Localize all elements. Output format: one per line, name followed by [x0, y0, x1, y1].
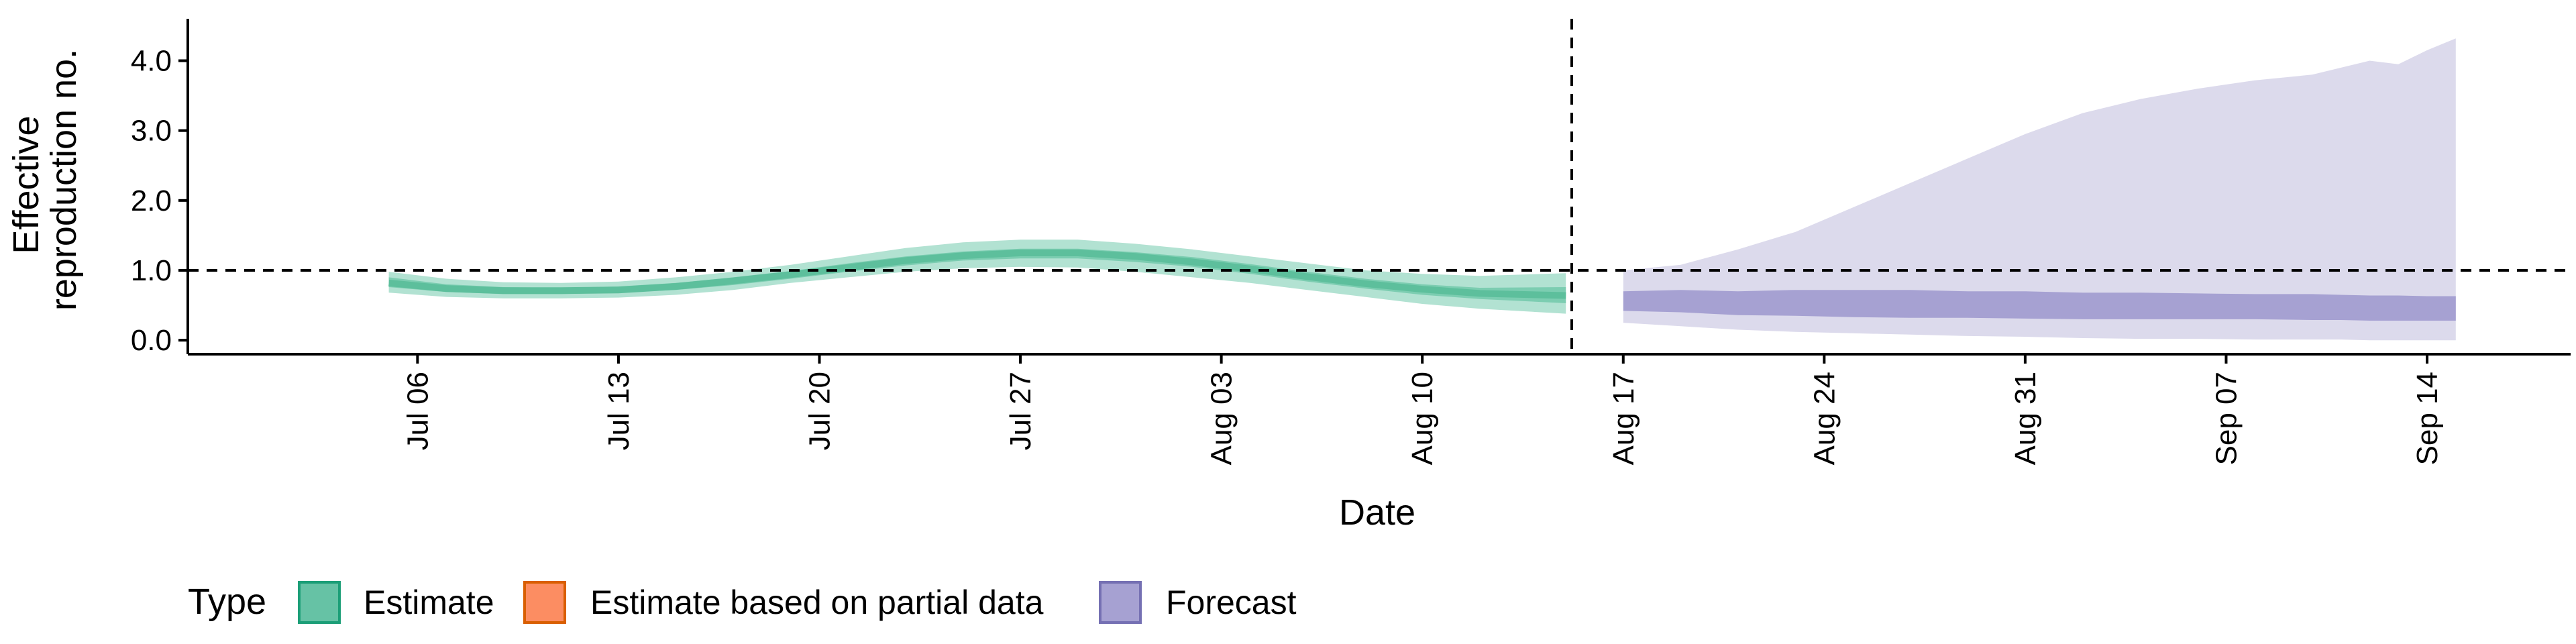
x-tick-label: Jul 27: [1004, 372, 1037, 450]
x-tick-label: Aug 24: [1808, 372, 1841, 465]
x-tick-label: Aug 10: [1406, 372, 1439, 465]
x-tick-label: Jul 13: [602, 372, 635, 450]
y-axis-title: Effective reproduction no.: [6, 49, 84, 311]
x-tick-label: Jul 20: [804, 372, 837, 450]
y-axis-title-line-1: Effective: [6, 115, 46, 254]
x-axis-title: Date: [1339, 492, 1415, 533]
axes: 0.0 1.0 2.0 3.0 4.0 Jul 06 Jul 13 Jul 20 Jul 27 A…: [131, 19, 2571, 465]
y-tick-label: 1.0: [131, 254, 172, 287]
legend-label-forecast: Forecast: [1166, 584, 1297, 621]
x-tick-label: Jul 06: [401, 372, 434, 450]
legend: Type Estimate Estimate based on partial …: [188, 581, 1297, 624]
legend-label-partial: Estimate based on partial data: [590, 584, 1044, 621]
x-tick-label: Aug 17: [1607, 372, 1640, 465]
legend-swatch-partial: [523, 581, 566, 624]
y-tick-label: 4.0: [131, 45, 172, 78]
estimate-median-line: [388, 250, 1566, 299]
legend-label-estimate: Estimate: [364, 584, 494, 621]
forecast-outer-interval: [1623, 38, 2456, 341]
legend-swatch-forecast: [1099, 581, 1142, 624]
plot-area: [388, 38, 2456, 341]
estimate-outer-interval: [388, 239, 1566, 314]
x-tick-label: Aug 03: [1205, 372, 1238, 465]
estimate-inner-interval: [388, 248, 1566, 303]
y-tick-label: 0.0: [131, 324, 172, 357]
legend-title: Type: [188, 582, 266, 622]
y-tick-label: 2.0: [131, 184, 172, 217]
x-tick-label: Aug 31: [2009, 372, 2042, 465]
legend-swatch-estimate: [298, 581, 341, 624]
x-tick-label: Sep 14: [2411, 372, 2444, 465]
forecast-inner-interval: [1623, 290, 2456, 321]
y-axis-title-line-2: reproduction no.: [44, 49, 84, 311]
y-tick-label: 3.0: [131, 115, 172, 148]
x-tick-label: Sep 07: [2210, 372, 2243, 465]
